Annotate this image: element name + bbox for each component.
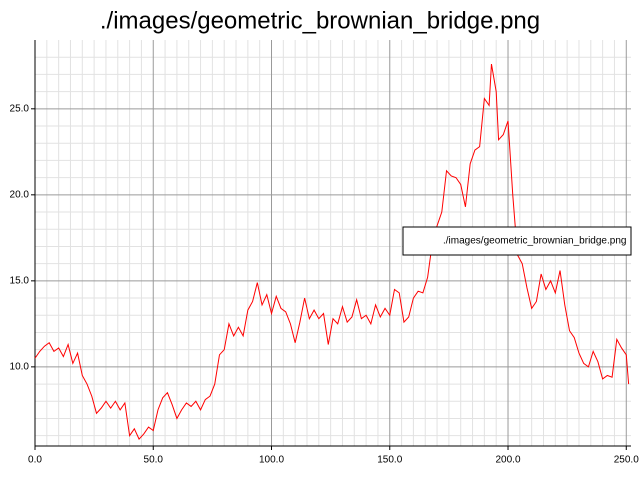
x-tick-label: 0.0	[28, 455, 42, 466]
x-tick-label: 100.0	[259, 455, 284, 466]
x-tick-label: 150.0	[377, 455, 402, 466]
legend: ./images/geometric_brownian_bridge.png	[402, 226, 632, 256]
x-tick-label: 250.0	[614, 455, 639, 466]
legend-box	[402, 226, 632, 256]
y-tick-label: 10.0	[10, 362, 30, 373]
y-tick-label: 25.0	[10, 103, 30, 114]
chart-title: ./images/geometric_brownian_bridge.png	[100, 7, 540, 34]
y-tick-label: 15.0	[10, 275, 30, 286]
x-tick-label: 50.0	[144, 455, 164, 466]
data-line	[34, 63, 630, 441]
y-tick-label: 20.0	[10, 189, 30, 200]
x-tick-label: 200.0	[496, 455, 521, 466]
legend-label: ./images/geometric_brownian_bridge.png	[443, 236, 626, 247]
